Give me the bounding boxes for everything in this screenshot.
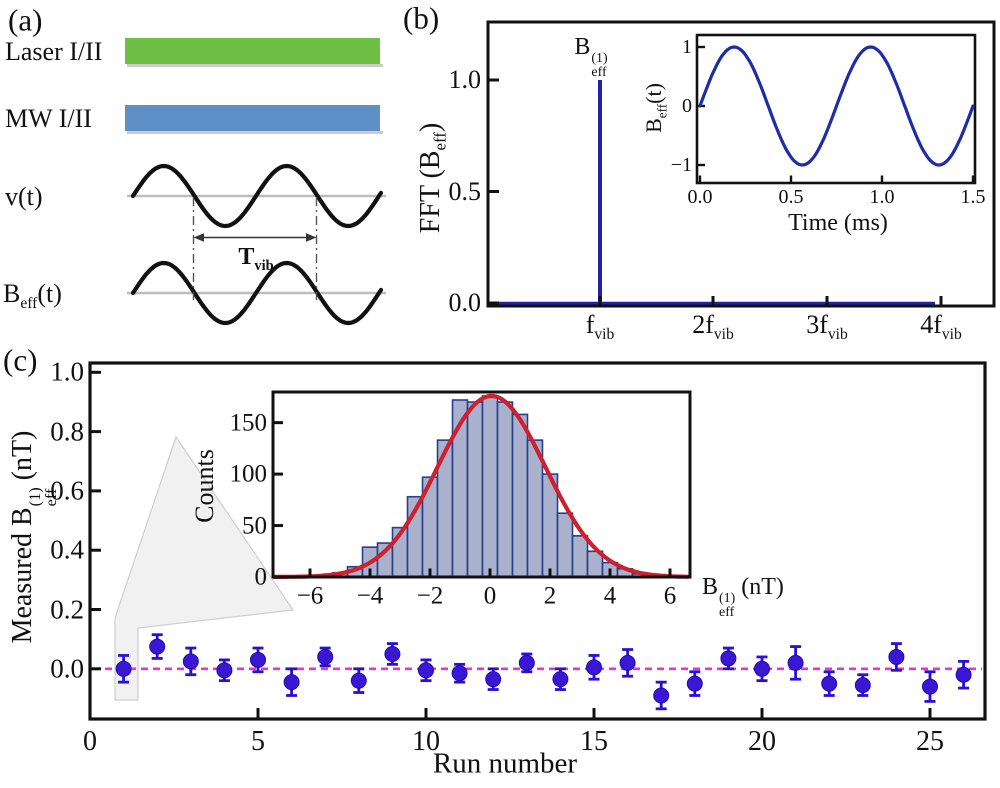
- vt-wave: [130, 163, 384, 229]
- fft-inset-sine-curve: [698, 45, 975, 167]
- data-point: [317, 648, 334, 665]
- run-ytick-label: 0.4: [50, 534, 84, 565]
- period-arrowhead-right: [306, 233, 317, 242]
- fft-ytick-label: 0.0: [448, 288, 482, 317]
- fft-xtick-label: 4fvib: [920, 310, 962, 344]
- data-point: [518, 654, 535, 671]
- panel-b-letter: (b): [403, 0, 440, 36]
- data-point: [754, 660, 770, 677]
- hist-xtick-label: 2: [543, 582, 557, 610]
- run-xtick-label: 5: [251, 726, 265, 757]
- run-ytick-label: 1.0: [50, 356, 84, 387]
- hist-xtick-label: −6: [296, 582, 324, 610]
- panel-b-fft-plot: [486, 20, 996, 308]
- run-xtick-label: 20: [748, 726, 776, 757]
- data-point: [686, 675, 703, 692]
- hist-xtick-label: 4: [603, 582, 617, 610]
- hist-ytick-label: 0: [254, 563, 268, 591]
- run-plot-frame: [88, 361, 987, 721]
- data-point: [485, 671, 502, 688]
- run-ytick-label: 0.0: [50, 653, 84, 684]
- fft-peak-annotation: B (1) eff: [574, 33, 608, 80]
- data-point: [115, 660, 132, 677]
- data-point: [653, 687, 670, 704]
- hist-xtick-label: 0: [483, 582, 497, 610]
- data-point: [586, 659, 602, 676]
- data-point: [384, 645, 401, 662]
- hist-xtick-label: 6: [663, 582, 677, 610]
- data-point: [350, 672, 367, 689]
- data-point: [720, 650, 737, 667]
- hist-xtick-label: −4: [356, 582, 384, 610]
- data-point: [619, 654, 636, 671]
- fft-xtick-label: 2fvib: [692, 310, 734, 344]
- hist-ytick-label: 50: [242, 512, 267, 540]
- zoom-callout-wedge: [114, 435, 295, 701]
- fft-inset-ytick-label: −1: [670, 154, 692, 176]
- run-ytick-label: 0.2: [50, 594, 84, 624]
- beff-row-label: Beff(t): [3, 279, 62, 313]
- fft-y-axis-label: FFT (Beff): [415, 122, 450, 234]
- data-point: [955, 666, 972, 683]
- laser-row-label: Laser I/II: [5, 37, 103, 66]
- fft-inset-ytick-label: 1: [682, 36, 692, 58]
- data-point: [216, 662, 233, 679]
- data-point: [854, 677, 871, 694]
- fft-xtick-label: fvib: [585, 310, 615, 344]
- fft-ytick-label: 1.0: [448, 65, 482, 94]
- data-point: [182, 653, 199, 670]
- fft-inset-xtick-label: 0.0: [687, 186, 713, 208]
- laser-bar-shadow: [127, 64, 383, 67]
- fft-inset-xtick-label: 1.5: [960, 186, 986, 208]
- fft-inset-xtick-label: 0.5: [778, 186, 804, 208]
- histogram-frame: [271, 390, 692, 579]
- data-point: [451, 665, 468, 682]
- data-point: [250, 651, 266, 668]
- run-xtick-label: 0: [83, 726, 97, 757]
- hist-ytick-label: 100: [229, 460, 268, 488]
- period-arrowhead-left: [193, 233, 204, 242]
- mw-bar-shadow: [127, 131, 383, 134]
- fft-inset-x-axis-label: Time (ms): [788, 210, 888, 236]
- fft-inset-xtick-label: 1.0: [869, 186, 895, 208]
- panel-c-run-plot: [88, 361, 987, 721]
- fft-ytick-label: 0.5: [448, 176, 482, 206]
- hist-y-axis-label: Counts: [190, 449, 219, 523]
- mw-row-label: MW I/II: [5, 104, 92, 133]
- data-point: [888, 648, 905, 665]
- hist-x-axis-label: B (1) eff (nT): [702, 573, 784, 620]
- data-point: [787, 654, 804, 671]
- data-point: [922, 678, 938, 695]
- run-x-axis-label: Run number: [432, 747, 578, 780]
- laser-pulse-bar: [125, 38, 380, 64]
- data-point: [418, 662, 434, 679]
- hist-xtick-label: −2: [416, 582, 444, 610]
- mw-pulse-bar: [125, 105, 380, 131]
- beff-wave: [130, 260, 384, 326]
- run-ytick-label: 0.6: [50, 475, 84, 506]
- fft-xtick-label: 3fvib: [806, 310, 848, 344]
- fft-plot-frame: [486, 20, 996, 308]
- gaussian-fit-curve: [271, 393, 691, 579]
- data-point: [149, 638, 166, 655]
- run-xtick-label: 15: [580, 726, 608, 757]
- tvib-period-annotation: Tvib: [238, 244, 274, 274]
- panel-a-graphics: [125, 38, 386, 326]
- run-ytick-label: 0.8: [50, 416, 84, 447]
- data-point: [821, 675, 838, 692]
- run-xtick-label: 25: [916, 726, 944, 757]
- fft-inset-y-axis-label: Beff(t): [641, 83, 670, 133]
- hist-ytick-label: 150: [229, 409, 268, 437]
- data-point: [552, 671, 569, 688]
- data-point: [283, 674, 300, 691]
- fft-inset-frame: [695, 33, 977, 185]
- vt-row-label: v(t): [5, 182, 43, 211]
- panel-a-letter: (a): [8, 2, 43, 38]
- panel-c-letter: (c): [3, 342, 38, 378]
- fft-inset-ytick-label: 0: [682, 95, 692, 117]
- run-xtick-label: 10: [412, 726, 440, 757]
